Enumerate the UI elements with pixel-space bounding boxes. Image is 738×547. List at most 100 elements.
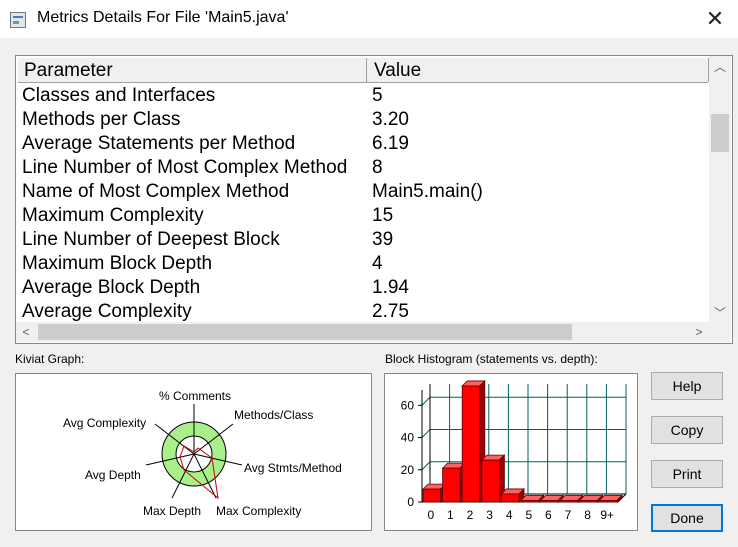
done-button[interactable]: Done: [651, 504, 723, 532]
metrics-list[interactable]: Parameter Value Classes and Interfaces 5 …: [15, 55, 733, 344]
histogram-bar: [520, 499, 540, 503]
x-tick-label: 9+: [600, 508, 614, 522]
vertical-scrollbar[interactable]: ︿ ﹀: [709, 56, 731, 324]
kiviat-axis: [145, 453, 195, 466]
kiviat-axis-label: Avg Depth: [85, 468, 141, 482]
column-divider[interactable]: [708, 58, 709, 82]
value-cell: 6.19: [372, 133, 409, 154]
list-row[interactable]: Methods per Class 3.20: [16, 108, 709, 132]
scroll-up-icon[interactable]: ︿: [713, 60, 726, 74]
print-button[interactable]: Print: [651, 460, 723, 488]
list-row[interactable]: Line Number of Most Complex Method 8: [16, 156, 709, 180]
list-row[interactable]: Maximum Block Depth 4: [16, 252, 709, 276]
kiviat-graph: % Comments Methods/Class Avg Stmts/Metho…: [63, 389, 342, 518]
value-cell: 8: [372, 157, 383, 178]
value-cell: 15: [372, 205, 394, 226]
histogram-bar: [540, 499, 559, 503]
list-row[interactable]: Classes and Interfaces 5: [16, 84, 709, 108]
kiviat-axis-label: Avg Complexity: [63, 416, 146, 430]
value-cell: 2.75: [372, 301, 409, 322]
kiviat-axis: [193, 423, 234, 455]
histogram-bar: [442, 467, 461, 503]
x-tick-label: 3: [486, 508, 493, 522]
x-tick-label: 7: [565, 508, 572, 522]
list-row[interactable]: Average Block Depth 1.94: [16, 276, 709, 300]
kiviat-axis-label: Max Depth: [143, 504, 201, 518]
list-header: Parameter Value: [18, 58, 709, 83]
list-row[interactable]: Name of Most Complex Method Main5.main(): [16, 180, 709, 204]
kiviat-axis: [193, 453, 217, 499]
column-divider[interactable]: [366, 58, 367, 82]
param-cell: Line Number of Most Complex Method: [22, 157, 348, 178]
x-tick-label: 5: [525, 508, 532, 522]
copy-button[interactable]: Copy: [651, 416, 723, 444]
value-cell: 1.94: [372, 277, 409, 298]
histogram-panel: 0 20 40 60 0 1 2 3 4 5 6 7 8 9+: [384, 373, 638, 531]
scroll-left-icon[interactable]: <: [22, 325, 30, 339]
x-tick-label: 0: [427, 508, 434, 522]
list-row[interactable]: Average Statements per Method 6.19: [16, 132, 709, 156]
histogram-label: Block Histogram (statements vs. depth):: [385, 352, 598, 366]
y-tick-label: 60: [401, 398, 415, 412]
y-tick-label: 0: [407, 495, 414, 509]
kiviat-axis-label: Methods/Class: [234, 408, 313, 422]
kiviat-axis-label: Avg Stmts/Method: [244, 461, 342, 475]
histogram-bar: [501, 493, 520, 503]
vertical-scroll-thumb[interactable]: [711, 114, 729, 152]
title-bar: Metrics Details For File 'Main5.java' ✕: [0, 0, 738, 38]
scroll-down-icon[interactable]: ﹀: [713, 306, 726, 320]
app-icon: [10, 12, 26, 28]
x-tick-label: 4: [506, 508, 513, 522]
kiviat-panel: % Comments Methods/Class Avg Stmts/Metho…: [15, 373, 372, 531]
axis-depth: [617, 493, 627, 503]
param-cell: Average Block Depth: [22, 277, 201, 298]
kiviat-axis: [171, 453, 195, 499]
histogram-bar: [461, 385, 481, 503]
x-tick-label: 1: [447, 508, 454, 522]
horizontal-scroll-thumb[interactable]: [38, 324, 572, 340]
x-tick-label: 6: [545, 508, 552, 522]
list-row[interactable]: Maximum Complexity 15: [16, 204, 709, 228]
y-tick-label: 20: [401, 463, 415, 477]
param-cell: Methods per Class: [22, 109, 181, 130]
gridline: [421, 461, 431, 471]
param-cell: Name of Most Complex Method: [22, 181, 290, 202]
list-row[interactable]: Average Complexity 2.75: [16, 300, 709, 322]
gridline: [421, 396, 431, 406]
value-cell: 4: [372, 253, 383, 274]
y-tick-label: 40: [401, 431, 415, 445]
kiviat-axis: [193, 453, 243, 466]
kiviat-label: Kiviat Graph:: [15, 352, 85, 366]
close-button[interactable]: ✕: [705, 6, 725, 31]
list-rows: Classes and Interfaces 5 Methods per Clas…: [16, 84, 709, 322]
list-row[interactable]: Line Number of Deepest Block 39: [16, 228, 709, 252]
gridline: [421, 429, 431, 438]
window-title: Metrics Details For File 'Main5.java': [37, 9, 289, 26]
kiviat-axis-label: Max Complexity: [216, 504, 301, 518]
value-cell: 39: [372, 229, 394, 250]
value-cell: Main5.main(): [372, 181, 483, 202]
value-cell: 5: [372, 85, 383, 106]
param-cell: Maximum Block Depth: [22, 253, 213, 274]
param-cell: Line Number of Deepest Block: [22, 229, 280, 250]
param-cell: Classes and Interfaces: [22, 85, 216, 106]
value-cell: 3.20: [372, 109, 409, 130]
param-cell: Maximum Complexity: [22, 205, 204, 226]
kiviat-polygon: [179, 445, 219, 500]
histogram-bar: [422, 488, 442, 503]
histogram-bar: [481, 459, 500, 503]
help-button[interactable]: Help: [651, 372, 723, 400]
histogram-bar: [598, 499, 618, 503]
kiviat-axis-label: % Comments: [159, 389, 231, 403]
column-header-value[interactable]: Value: [374, 60, 422, 81]
scroll-corner: [709, 322, 731, 342]
column-header-parameter[interactable]: Parameter: [24, 60, 113, 81]
histogram-bar: [579, 499, 598, 503]
horizontal-scrollbar[interactable]: < >: [16, 322, 709, 342]
scroll-right-icon[interactable]: >: [695, 325, 703, 339]
param-cell: Average Statements per Method: [22, 133, 296, 154]
histogram-bar: [559, 499, 579, 503]
kiviat-axis: [154, 423, 195, 455]
x-tick-label: 8: [584, 508, 591, 522]
